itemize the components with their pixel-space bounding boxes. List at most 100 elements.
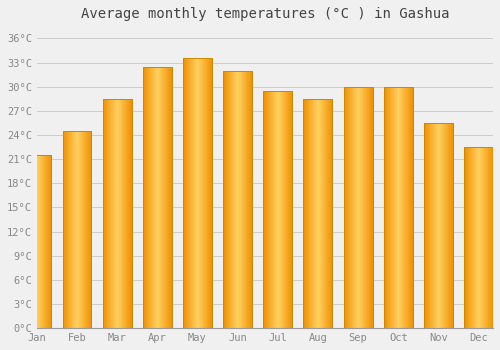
Bar: [209, 58, 210, 328]
Bar: [229, 71, 230, 328]
Bar: [424, 123, 453, 328]
Bar: [160, 66, 161, 328]
Bar: [187, 58, 188, 328]
Bar: [106, 99, 108, 328]
Bar: [28, 155, 29, 328]
Bar: [435, 123, 436, 328]
Bar: [327, 99, 328, 328]
Bar: [391, 87, 392, 328]
Bar: [243, 71, 244, 328]
Bar: [183, 58, 212, 328]
Bar: [128, 99, 130, 328]
Bar: [228, 71, 229, 328]
Bar: [239, 71, 240, 328]
Bar: [305, 99, 306, 328]
Bar: [264, 91, 292, 328]
Bar: [354, 87, 355, 328]
Bar: [200, 58, 201, 328]
Bar: [388, 87, 389, 328]
Bar: [168, 66, 169, 328]
Bar: [87, 131, 88, 328]
Bar: [351, 87, 352, 328]
Bar: [485, 147, 486, 328]
Bar: [307, 99, 308, 328]
Bar: [315, 99, 316, 328]
Bar: [395, 87, 396, 328]
Bar: [188, 58, 189, 328]
Bar: [317, 99, 318, 328]
Bar: [492, 147, 493, 328]
Bar: [171, 66, 172, 328]
Bar: [153, 66, 154, 328]
Bar: [39, 155, 40, 328]
Bar: [452, 123, 453, 328]
Bar: [145, 66, 146, 328]
Bar: [249, 71, 250, 328]
Bar: [304, 99, 332, 328]
Bar: [451, 123, 452, 328]
Bar: [477, 147, 478, 328]
Bar: [195, 58, 196, 328]
Bar: [162, 66, 163, 328]
Bar: [23, 155, 24, 328]
Bar: [466, 147, 467, 328]
Bar: [250, 71, 251, 328]
Bar: [430, 123, 431, 328]
Bar: [439, 123, 440, 328]
Bar: [280, 91, 281, 328]
Bar: [282, 91, 283, 328]
Bar: [251, 71, 252, 328]
Bar: [308, 99, 310, 328]
Bar: [125, 99, 126, 328]
Bar: [62, 131, 92, 328]
Bar: [344, 87, 372, 328]
Bar: [474, 147, 475, 328]
Bar: [289, 91, 290, 328]
Bar: [111, 99, 112, 328]
Bar: [323, 99, 324, 328]
Bar: [72, 131, 73, 328]
Bar: [225, 71, 226, 328]
Bar: [211, 58, 212, 328]
Bar: [198, 58, 199, 328]
Bar: [384, 87, 412, 328]
Bar: [42, 155, 43, 328]
Bar: [429, 123, 430, 328]
Bar: [288, 91, 289, 328]
Bar: [91, 131, 92, 328]
Bar: [25, 155, 26, 328]
Bar: [155, 66, 156, 328]
Bar: [184, 58, 186, 328]
Bar: [357, 87, 358, 328]
Bar: [290, 91, 291, 328]
Bar: [278, 91, 279, 328]
Bar: [393, 87, 394, 328]
Bar: [78, 131, 80, 328]
Bar: [344, 87, 372, 328]
Bar: [436, 123, 438, 328]
Bar: [85, 131, 86, 328]
Bar: [431, 123, 432, 328]
Bar: [321, 99, 322, 328]
Bar: [163, 66, 164, 328]
Bar: [127, 99, 128, 328]
Bar: [246, 71, 247, 328]
Bar: [270, 91, 271, 328]
Bar: [48, 155, 49, 328]
Bar: [115, 99, 116, 328]
Bar: [193, 58, 194, 328]
Bar: [169, 66, 170, 328]
Bar: [306, 99, 307, 328]
Bar: [67, 131, 68, 328]
Bar: [161, 66, 162, 328]
Bar: [272, 91, 273, 328]
Bar: [428, 123, 429, 328]
Bar: [479, 147, 480, 328]
Bar: [267, 91, 268, 328]
Bar: [265, 91, 266, 328]
Bar: [119, 99, 120, 328]
Bar: [108, 99, 109, 328]
Bar: [170, 66, 171, 328]
Bar: [476, 147, 477, 328]
Bar: [329, 99, 330, 328]
